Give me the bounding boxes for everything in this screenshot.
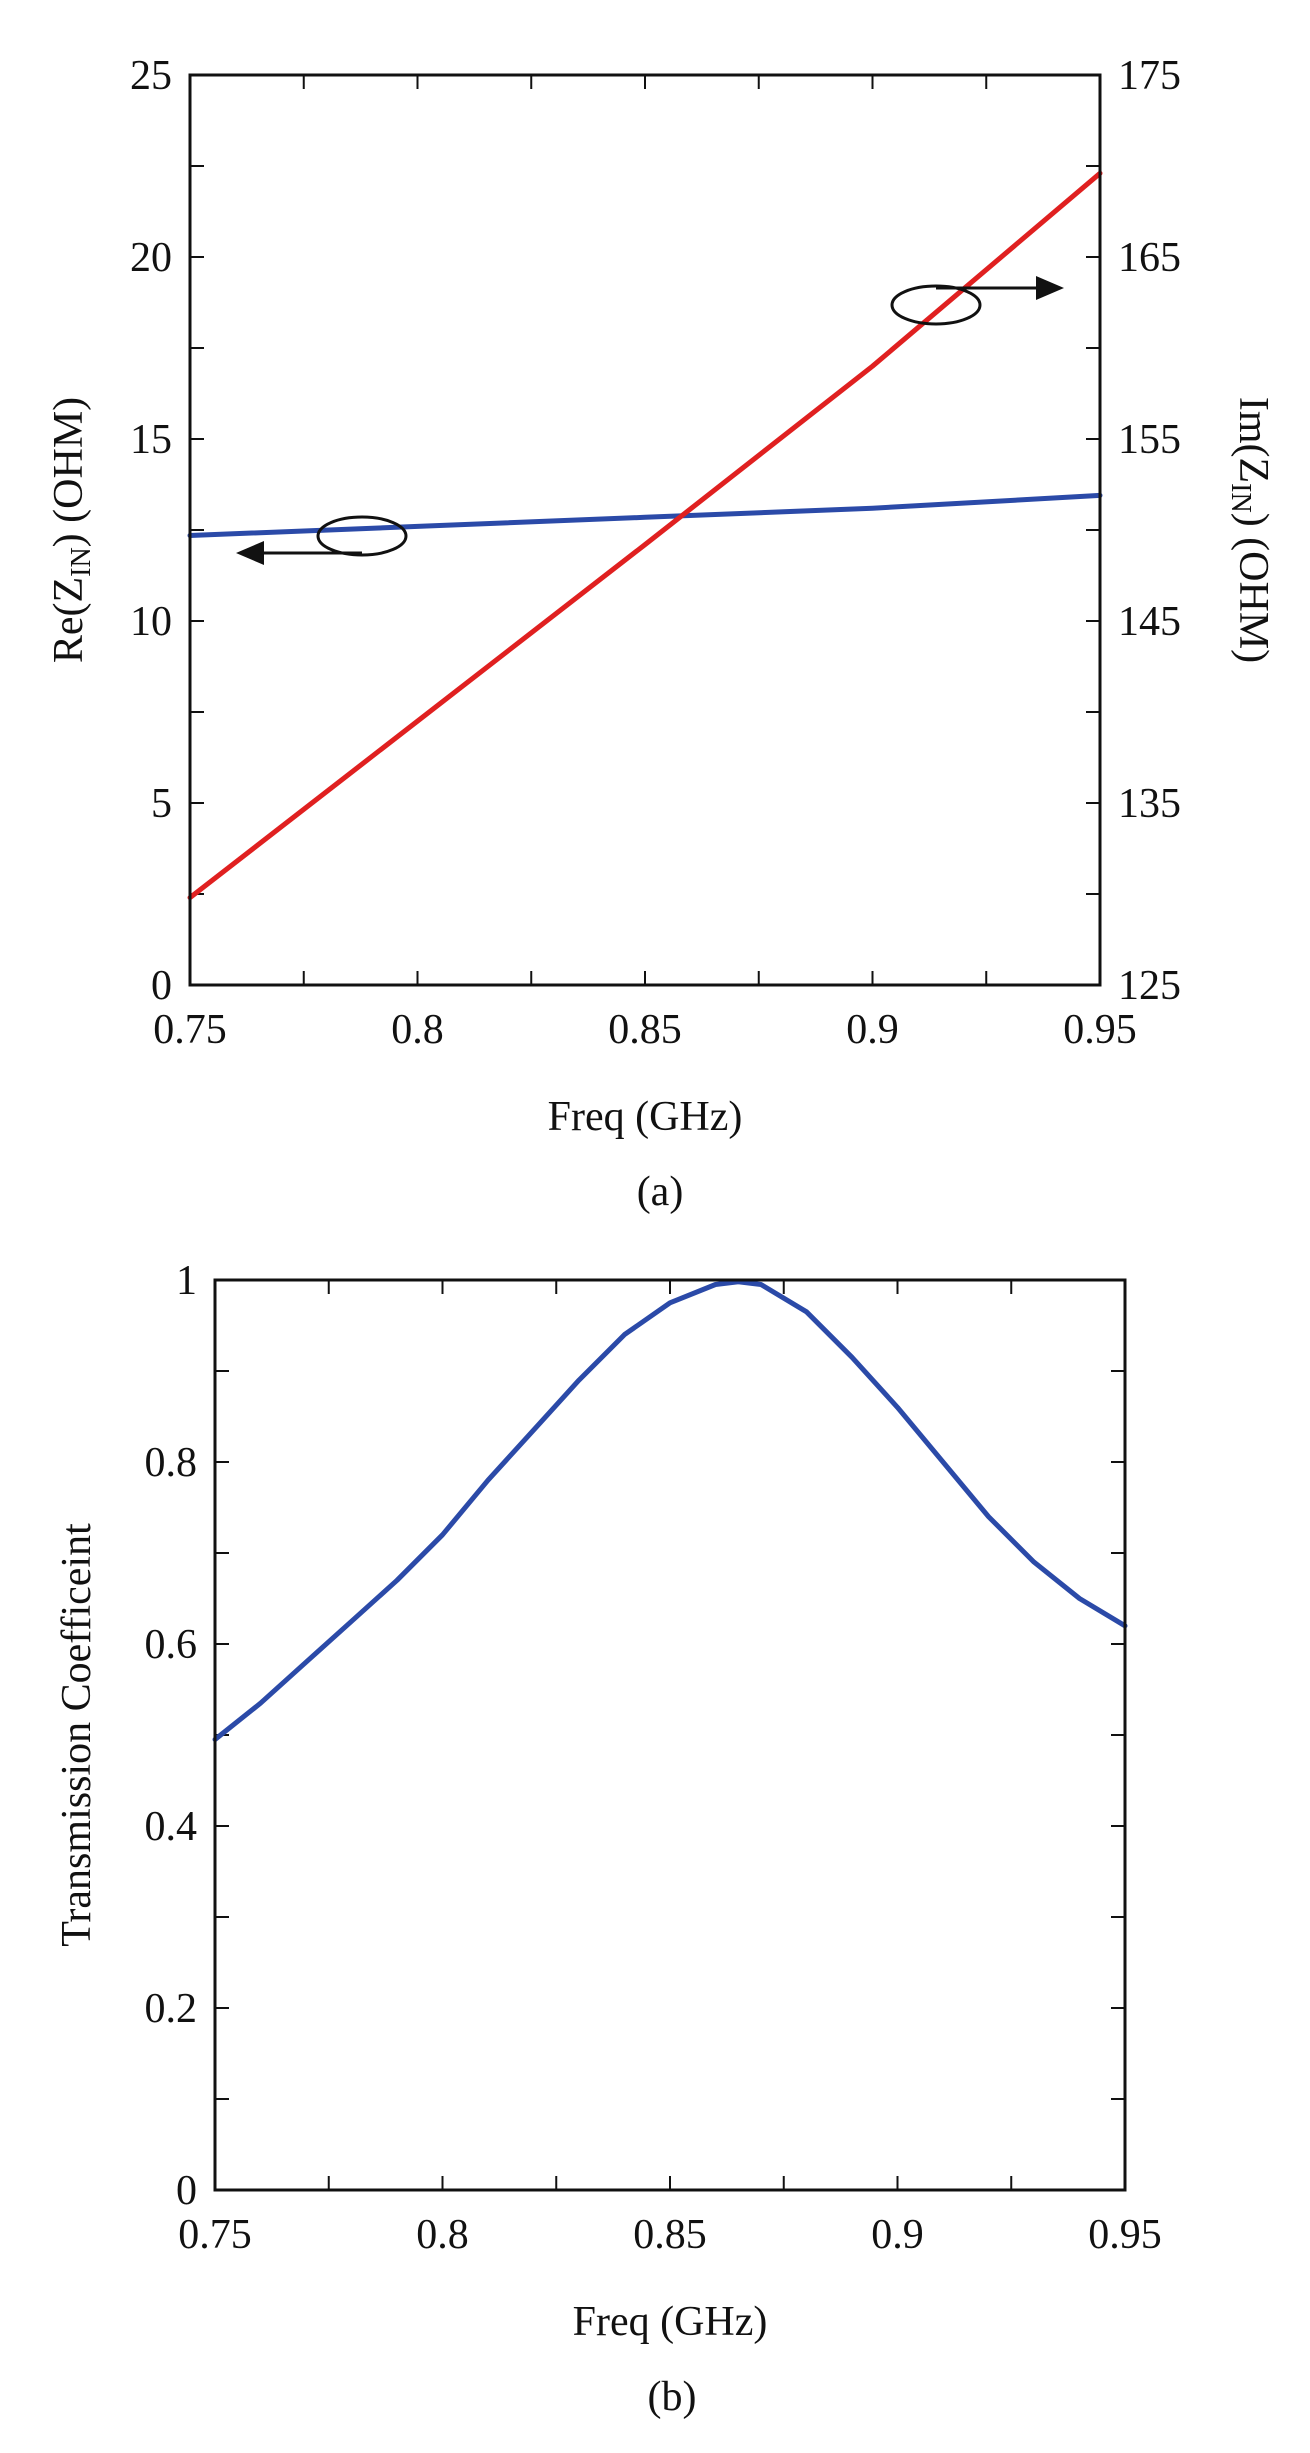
chart-b-y-tick-label: 0.8 — [145, 1440, 198, 1486]
chart-a: 0.75 0.8 0.85 0.9 0.95 0 5 10 15 20 25 125 135 145 155… — [46, 53, 1276, 1215]
chart-b-x-tick-label: 0.85 — [633, 2212, 707, 2258]
chart-b-x-tick-label: 0.9 — [871, 2212, 924, 2258]
blue-series-ellipse — [316, 515, 408, 557]
chart-a-x-tick-label: 0.85 — [608, 1007, 682, 1053]
chart-a-y-tick-label: 5 — [151, 781, 172, 827]
left-arrow-head — [236, 541, 264, 565]
chart-a-series-line-left-0 — [187, 492, 1103, 538]
chart-a-right-y-axis-label: Im(ZIN) (OHM) — [1225, 397, 1276, 663]
chart-a-y-tick-label: 10 — [130, 599, 172, 645]
left-axis-indicator — [236, 515, 408, 565]
chart-a-x-tick-label: 0.8 — [391, 1007, 444, 1053]
chart-b-x-axis-label: Freq (GHz) — [573, 2299, 768, 2345]
chart-b-plot-frame — [213, 1278, 1127, 2192]
chart-b-y-tick-label: 0 — [176, 2168, 197, 2214]
chart-a-ticks: 0.75 0.8 0.85 0.9 0.95 0 5 10 15 20 25 125 135 145 155… — [130, 53, 1181, 1053]
chart-a-y-tick-label: 25 — [130, 53, 172, 99]
chart-b-series-line-main-0 — [212, 1279, 1128, 1742]
chart-a-x-tick-label: 0.75 — [153, 1007, 227, 1053]
chart-b-y-tick-label: 0.4 — [145, 1804, 198, 1850]
chart-a-right-y-tick-label: 145 — [1118, 599, 1181, 645]
chart-b-x-tick-label: 0.95 — [1088, 2212, 1162, 2258]
chart-a-x-tick-label: 0.9 — [846, 1007, 899, 1053]
chart-a-y-tick-label: 20 — [130, 235, 172, 281]
chart-b-y-tick-label: 1 — [176, 1258, 197, 1304]
right-arrow-head — [1036, 276, 1064, 300]
chart-b-x-tick-label: 0.8 — [416, 2212, 469, 2258]
chart-b-caption: (b) — [648, 2374, 697, 2420]
chart-b-ticks: 0.75 0.8 0.85 0.9 0.95 0 0.2 0.4 0.6 0.8 1 — [145, 1258, 1162, 2258]
chart-a-plot-frame — [188, 73, 1102, 987]
chart-a-x-tick-label: 0.95 — [1063, 1007, 1137, 1053]
chart-b-series — [212, 1279, 1128, 1742]
chart-a-right-y-tick-label: 165 — [1118, 235, 1181, 281]
chart-b-x-tick-label: 0.75 — [178, 2212, 252, 2258]
chart-a-right-y-tick-label: 135 — [1118, 781, 1181, 827]
chart-a-left-y-axis-label: Re(ZIN) (OHM) — [46, 397, 97, 663]
chart-a-series — [187, 170, 1103, 901]
right-axis-indicator — [890, 276, 1064, 326]
chart-b-y-axis-label: Transmission Coefficeint — [54, 1523, 100, 1947]
chart-b-y-tick-label: 0.2 — [145, 1986, 198, 2032]
chart-b-y-tick-label: 0.6 — [145, 1622, 198, 1668]
red-series-ellipse — [890, 284, 982, 326]
chart-a-caption: (a) — [637, 1169, 684, 1215]
chart-a-x-axis-label: Freq (GHz) — [548, 1094, 743, 1140]
chart-a-right-y-tick-label: 175 — [1118, 53, 1181, 99]
chart-a-y-tick-label: 0 — [151, 963, 172, 1009]
chart-b: 0.75 0.8 0.85 0.9 0.95 0 0.2 0.4 0.6 0.8 1 Freq (G… — [54, 1258, 1162, 2420]
chart-a-series-line-right-1 — [187, 170, 1103, 901]
chart-a-y-tick-label: 15 — [130, 417, 172, 463]
chart-a-right-y-tick-label: 125 — [1118, 963, 1181, 1009]
chart-a-right-y-tick-label: 155 — [1118, 417, 1181, 463]
